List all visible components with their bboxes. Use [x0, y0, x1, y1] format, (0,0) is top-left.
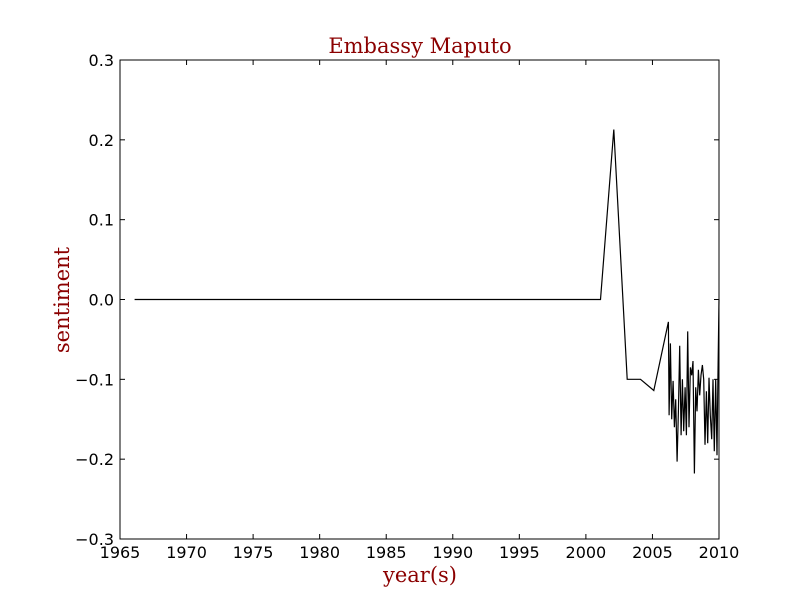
y-tick-label: −0.3	[75, 530, 114, 549]
y-tick-label: 0.2	[89, 131, 114, 150]
plot-frame	[119, 59, 720, 540]
y-tick-label: 0.0	[89, 291, 114, 310]
y-axis-label: sentiment	[50, 246, 74, 353]
x-tick-label: 2000	[566, 543, 607, 562]
series-line	[134, 129, 720, 474]
x-tick-label: 1975	[233, 543, 274, 562]
x-tick-label: 1985	[366, 543, 407, 562]
x-tick-label: 1965	[100, 543, 141, 562]
y-tick-label: 0.1	[89, 211, 114, 230]
x-tick-label: 2005	[632, 543, 673, 562]
y-tick-label: −0.2	[75, 450, 114, 469]
x-tick-label: 2010	[699, 543, 740, 562]
y-tick-label: −0.1	[75, 370, 114, 389]
x-tick-label: 1970	[166, 543, 207, 562]
y-tick-label: 0.3	[89, 51, 114, 70]
tick-labels: 1965 1970 1975 1980 1985 1990 1995 2000 2005 2010…	[75, 51, 739, 562]
x-axis-label: year(s)	[382, 563, 457, 587]
x-tick-label: 1980	[299, 543, 340, 562]
chart-title: Embassy Maputo	[328, 34, 511, 58]
x-tick-label: 1990	[432, 543, 473, 562]
x-tick-label: 1995	[499, 543, 540, 562]
